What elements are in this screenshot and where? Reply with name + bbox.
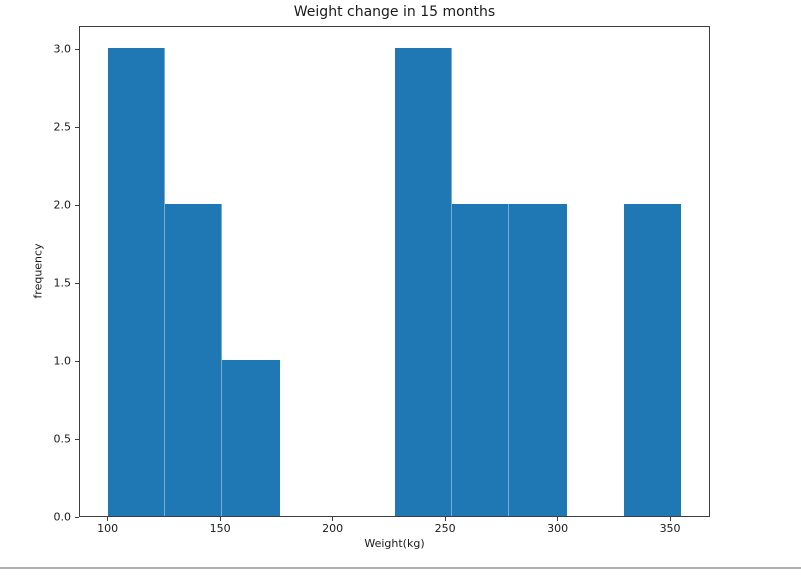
y-axis-label: frequency — [31, 243, 45, 299]
y-tick-label: 0.0 — [53, 510, 72, 524]
histogram-bar — [165, 204, 223, 516]
y-tick-mark — [75, 360, 79, 362]
plot-area — [79, 26, 710, 517]
x-tick-label: 300 — [547, 522, 569, 535]
y-tick-mark — [75, 516, 79, 518]
x-tick-mark — [219, 517, 221, 521]
x-tick-label: 100 — [97, 522, 119, 535]
x-tick-mark — [332, 517, 334, 521]
y-tick-label: 1.5 — [53, 276, 72, 290]
histogram-bar — [451, 204, 510, 516]
bottom-divider — [0, 567, 801, 569]
y-tick-label: 1.0 — [53, 354, 72, 368]
x-tick-mark — [107, 517, 109, 521]
x-tick-mark — [669, 517, 671, 521]
y-tick-mark — [75, 438, 79, 440]
x-axis-label: Weight(kg) — [364, 537, 425, 550]
x-tick-mark — [557, 517, 559, 521]
y-tick-label: 0.5 — [53, 432, 72, 446]
chart-title: Weight change in 15 months — [293, 4, 496, 20]
x-tick-mark — [444, 517, 446, 521]
y-tick-label: 2.0 — [53, 198, 72, 212]
x-tick-label: 200 — [322, 522, 344, 535]
y-tick-mark — [75, 48, 79, 50]
x-tick-label: 150 — [209, 522, 231, 535]
histogram-bar — [394, 48, 452, 516]
x-tick-label: 350 — [659, 522, 681, 535]
histogram-bar — [509, 204, 567, 516]
y-tick-label: 2.5 — [53, 120, 72, 134]
y-tick-mark — [75, 204, 79, 206]
histogram-bar — [107, 48, 166, 516]
histogram-bar — [222, 360, 280, 516]
y-tick-mark — [75, 282, 79, 284]
y-tick-label: 3.0 — [53, 42, 72, 56]
y-tick-mark — [75, 126, 79, 128]
x-tick-label: 250 — [434, 522, 456, 535]
histogram-bar — [623, 204, 682, 516]
